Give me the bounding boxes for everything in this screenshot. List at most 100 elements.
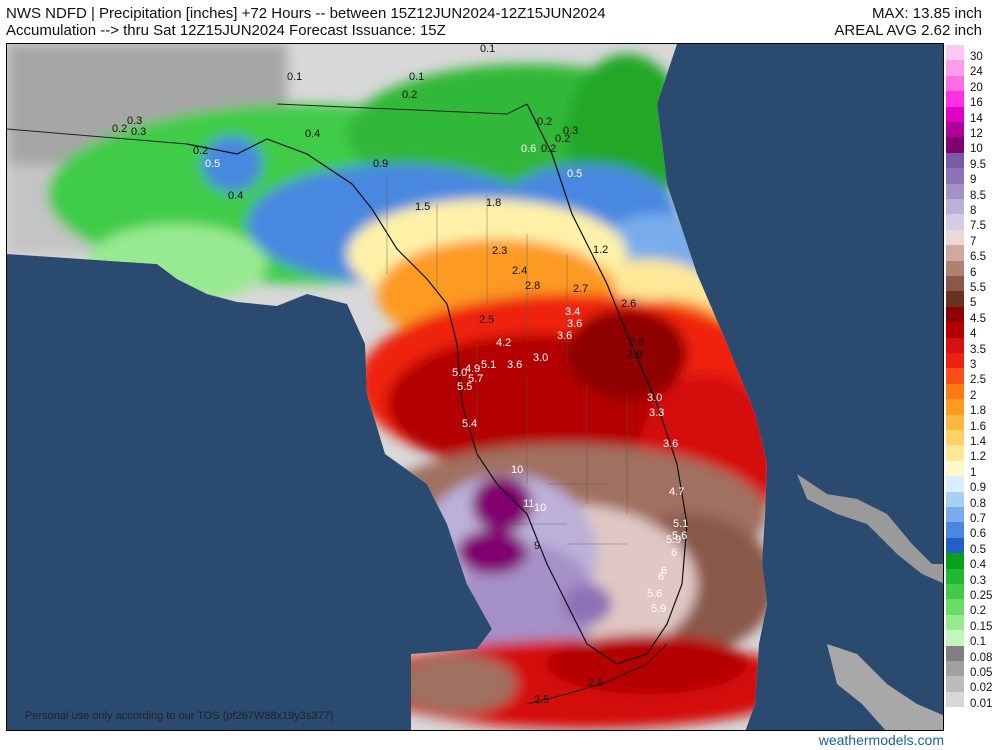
- legend-label: 5.5: [970, 282, 986, 294]
- legend-label: 0.15: [970, 620, 993, 633]
- precip-value-label: 0.5: [567, 168, 582, 180]
- keys-outline: [526, 643, 668, 705]
- legend-label: 9: [970, 174, 977, 187]
- legend-item: 5: [946, 291, 1000, 309]
- legend-swatch: [946, 214, 964, 230]
- map-title: NWS NDFD | Precipitation [inches] +72 Ho…: [6, 5, 606, 22]
- legend-item: 1.2: [946, 445, 1000, 463]
- precip-value-label: 0.1: [480, 44, 495, 55]
- legend-label: 0.2: [970, 605, 986, 618]
- precip-value-label: 0.2: [193, 145, 208, 157]
- legend-swatch: [946, 491, 964, 507]
- precip-value-label: 4.9: [465, 363, 480, 375]
- precip-value-label: 3.6: [567, 318, 582, 330]
- legend-label: 7.5: [970, 220, 986, 233]
- bahamas-landmass: [797, 474, 943, 584]
- legend-label: 1: [970, 466, 977, 479]
- precip-value-label: 2.8: [629, 336, 644, 348]
- legend-swatch: [946, 260, 964, 276]
- legend-swatch: [946, 106, 964, 122]
- legend-label: 2.5: [970, 374, 986, 387]
- legend-swatch: [946, 661, 964, 677]
- precip-value-label: 3.0: [647, 392, 662, 404]
- precip-value-label: 2.6: [621, 298, 636, 310]
- precip-value-label: 2.5: [479, 314, 494, 326]
- legend-label: 9.5: [970, 158, 986, 171]
- legend-label: 0.7: [970, 513, 986, 525]
- legend-swatch: [946, 353, 964, 369]
- legend-item: 16: [946, 91, 1000, 110]
- legend-label: 0.01: [970, 697, 993, 710]
- precip-value-label: 0.2: [541, 143, 556, 155]
- precip-value-label: 0.4: [305, 128, 320, 140]
- legend-swatch: [946, 691, 964, 708]
- legend-swatch: [946, 614, 964, 631]
- florida-coastline: [186, 103, 688, 665]
- legend-label: 0.3: [970, 574, 986, 587]
- legend-swatch: [946, 507, 964, 523]
- precip-value-label: 0.4: [228, 190, 243, 202]
- precip-value-label: 5.5: [457, 381, 472, 393]
- legend-item: 9.5: [946, 152, 1000, 171]
- legend-item: 4.5: [946, 306, 1000, 325]
- legend-item: 3: [946, 353, 1000, 371]
- precip-value-label: 1.8: [486, 197, 501, 209]
- legend-swatch: [946, 276, 964, 292]
- legend-item: 12: [946, 122, 1000, 140]
- tos-note: Personal use only according to our TOS (…: [25, 710, 334, 722]
- precip-value-label: 3.6: [557, 330, 572, 342]
- legend-swatch: [946, 199, 964, 215]
- precip-value-label: 2.9: [627, 349, 642, 361]
- legend-swatch: [946, 476, 964, 492]
- legend-item: 0.02: [946, 676, 1000, 694]
- legend-item: 6: [946, 260, 1000, 279]
- precip-value-label: 0.3: [131, 126, 146, 138]
- legend-item: 2: [946, 383, 1000, 402]
- legend-item: 30: [946, 45, 1000, 63]
- legend-label: 12: [970, 128, 983, 140]
- legend-swatch: [946, 122, 964, 138]
- precip-value-label: 5.1: [481, 359, 496, 371]
- precip-value-label: 0.1: [287, 71, 302, 83]
- legend-swatch: [946, 137, 964, 153]
- legend-item: 1.4: [946, 430, 1000, 448]
- legend-item: 1.6: [946, 414, 1000, 433]
- legend-swatch: [946, 414, 964, 430]
- legend-swatch: [946, 183, 964, 199]
- legend-label: 0.05: [970, 667, 993, 679]
- legend-swatch: [946, 599, 964, 615]
- precip-value-label: 4.7: [669, 486, 684, 498]
- precipitation-map[interactable]: 0.1 0.1 0.1 0.2 0.3 0.2 0.3 0.4 0.2 0.5 0.4 0.9 0.2 0…: [6, 43, 944, 731]
- legend-swatch: [946, 460, 964, 477]
- precip-value-label: 3.3: [649, 407, 664, 419]
- precip-value-label: 0.5: [205, 158, 220, 170]
- legend-label: 16: [970, 97, 983, 110]
- precip-value-label: 6: [661, 565, 667, 577]
- legend-label: 1.8: [970, 405, 986, 418]
- legend-item: 5.5: [946, 276, 1000, 294]
- legend-item: 1.8: [946, 399, 1000, 418]
- legend-label: 1.6: [970, 420, 986, 433]
- legend-label: 1.4: [970, 436, 986, 448]
- legend-label: 7: [970, 235, 977, 248]
- legend-item: 8: [946, 199, 1000, 217]
- precip-value-label: 10: [534, 502, 546, 514]
- legend-label: 3.5: [970, 343, 986, 356]
- precip-value-label: 2.8: [525, 280, 540, 292]
- precip-value-label: 2.3: [492, 245, 507, 257]
- precip-value-label: 5.4: [462, 418, 477, 430]
- legend-label: 6.5: [970, 251, 986, 264]
- precip-value-label: 0.3: [563, 125, 578, 137]
- site-brand[interactable]: weathermodels.com: [818, 732, 944, 748]
- legend-label: 10: [970, 143, 983, 156]
- precip-value-label: 5.7: [468, 373, 483, 385]
- legend-swatch: [946, 630, 964, 646]
- legend-swatch: [946, 553, 964, 569]
- precip-value-label: 2.5: [534, 694, 549, 706]
- legend-item: 0.9: [946, 476, 1000, 494]
- legend-label: 0.4: [970, 559, 986, 572]
- county-lines: [386, 174, 628, 545]
- legend-swatch: [946, 430, 964, 446]
- precip-value-label: 3.0: [533, 352, 548, 364]
- legend-item: 24: [946, 60, 1000, 78]
